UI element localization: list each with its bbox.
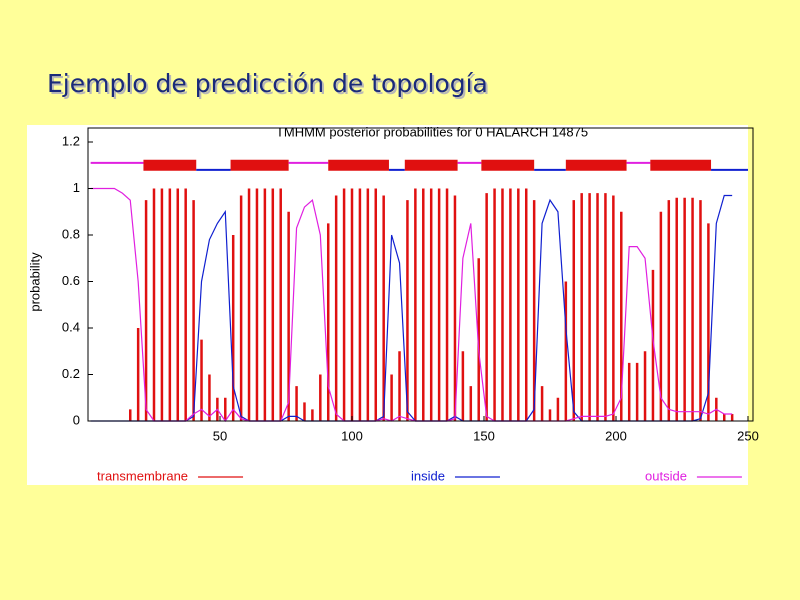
plot-frame [87,127,754,422]
y-tick-label: 1.2 [62,133,80,148]
y-tick-label: 0.8 [62,226,80,241]
legend-label: outside [645,468,687,483]
chart-title: TMHMM posterior probabilities for 0 HALA… [276,124,588,139]
slide-title: Ejemplo de predicción de topología [47,69,488,98]
y-tick-label: 1 [73,180,80,195]
slide-title-shadow: Ejemplo de predicción de topología [49,71,490,100]
legend-label: transmembrane [97,468,188,483]
x-tick-label: 200 [605,428,627,443]
series-line [90,187,733,423]
y-tick-label: 0.2 [62,366,80,381]
x-tick-label: 50 [213,428,227,443]
y-tick-label: 0 [73,412,80,427]
y-tick-label: 0.6 [62,273,80,288]
legend-label: inside [411,468,445,483]
chart-panel [27,125,748,485]
x-tick-label: 150 [473,428,495,443]
y-axis-label: probability [27,252,42,312]
x-tick-label: 100 [341,428,363,443]
y-tick-label: 0.4 [62,319,80,334]
x-tick-label: 250 [737,428,759,443]
plot-area [90,159,748,423]
